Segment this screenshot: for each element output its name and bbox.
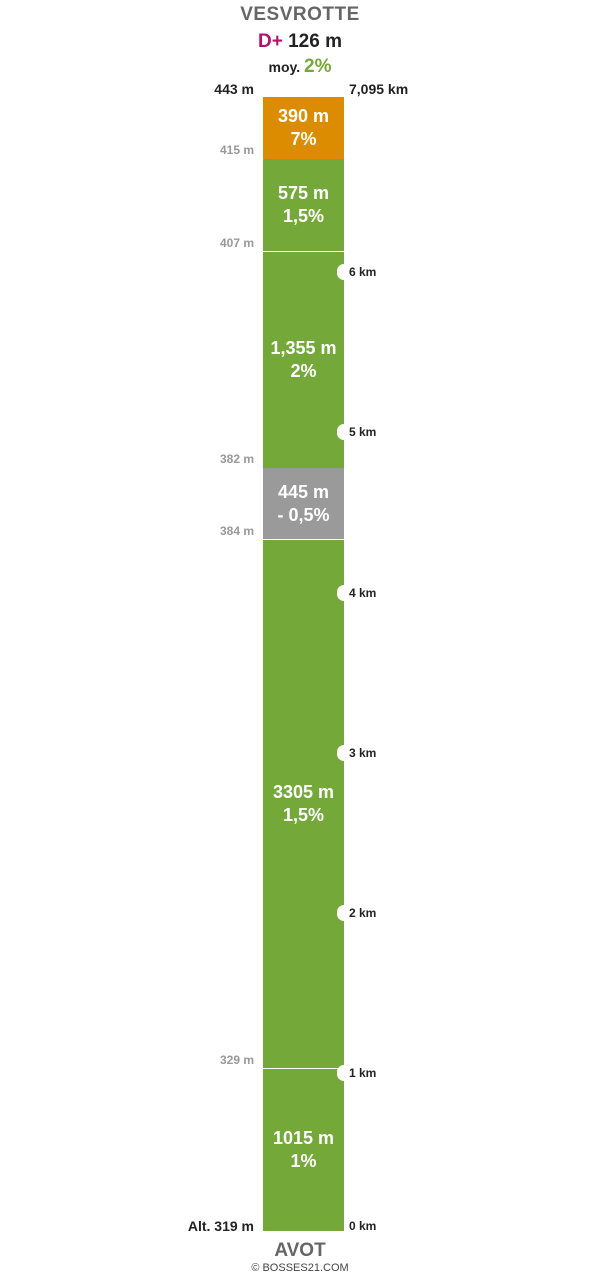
segment-grade: 1,5% <box>282 805 325 826</box>
km-marker-label: 0 km <box>349 1219 377 1233</box>
boundary-altitude-label: 407 m <box>219 235 254 250</box>
copyright-text: © BOSSES21.COM <box>251 1262 349 1274</box>
elevation-gain: D+ 126 m <box>0 31 600 53</box>
profile-segment: 445 m- 0,5% <box>263 468 344 540</box>
km-marker-notch <box>337 904 351 921</box>
base-altitude-label: Alt. 319 m <box>187 1218 254 1234</box>
boundary-altitude-label: 329 m <box>219 1052 254 1067</box>
climb-start-name: VESVROTTE <box>240 4 360 25</box>
segment-grade: - 0,5% <box>277 505 330 526</box>
segment-label: 1,355 m 2% <box>263 337 344 383</box>
km-marker-notch <box>337 264 351 281</box>
profile-segment: 1015 m 1% <box>263 1068 344 1232</box>
km-marker-notch <box>337 1064 351 1081</box>
profile-segment: 1,355 m 2% <box>263 251 344 469</box>
km-marker-label: 5 km <box>349 425 377 440</box>
km-marker-label: 6 km <box>349 265 377 280</box>
segment-label: 1015 m 1% <box>263 1127 344 1173</box>
segment-length: 390 m <box>277 106 330 127</box>
segment-grade: 1,5% <box>282 206 325 227</box>
segment-length: 1,355 m <box>270 337 337 358</box>
elevation-gain-value: 126 m <box>288 31 342 52</box>
segment-label: 575 m 1,5% <box>263 182 344 228</box>
km-marker-label: 2 km <box>349 905 377 920</box>
elevation-gain-label: D+ <box>258 31 283 52</box>
km-marker-notch <box>337 744 351 761</box>
average-grade-label: moy. <box>268 59 301 75</box>
boundary-altitude-label: 382 m <box>219 452 254 467</box>
profile-segment: 390 m 7% <box>263 97 344 160</box>
km-marker-label: 1 km <box>349 1065 377 1080</box>
segment-label: 390 m 7% <box>263 105 344 151</box>
km-marker-label: 4 km <box>349 585 377 600</box>
average-grade: moy. 2% <box>0 56 600 78</box>
boundary-altitude-label: 384 m <box>219 523 254 538</box>
profile-segment: 575 m 1,5% <box>263 159 344 252</box>
segment-label: 3305 m 1,5% <box>263 781 344 827</box>
boundary-altitude-label: 415 m <box>219 143 254 158</box>
segment-grade: 2% <box>290 360 317 381</box>
segment-grade: 7% <box>290 129 317 150</box>
profile-segment: 3305 m 1,5% <box>263 539 344 1069</box>
segment-length: 3305 m <box>272 782 335 803</box>
km-marker-label: 3 km <box>349 745 377 760</box>
total-distance-label: 7,095 km <box>349 81 409 97</box>
segment-grade: 1% <box>290 1151 317 1172</box>
km-marker-notch <box>337 424 351 441</box>
segment-length: 445 m <box>277 482 330 503</box>
climb-end-name: AVOT <box>274 1240 326 1261</box>
top-altitude-label: 443 m <box>214 81 254 97</box>
profile-bar: 390 m 7% 575 m 1,5% 1,355 m 2% 445 m- 0,5% 3305… <box>263 97 344 1233</box>
average-grade-value: 2% <box>304 56 332 77</box>
segment-length: 575 m <box>277 183 330 204</box>
segment-length: 1015 m <box>272 1128 335 1149</box>
km-marker-notch <box>337 584 351 601</box>
segment-label: 445 m- 0,5% <box>263 481 344 527</box>
